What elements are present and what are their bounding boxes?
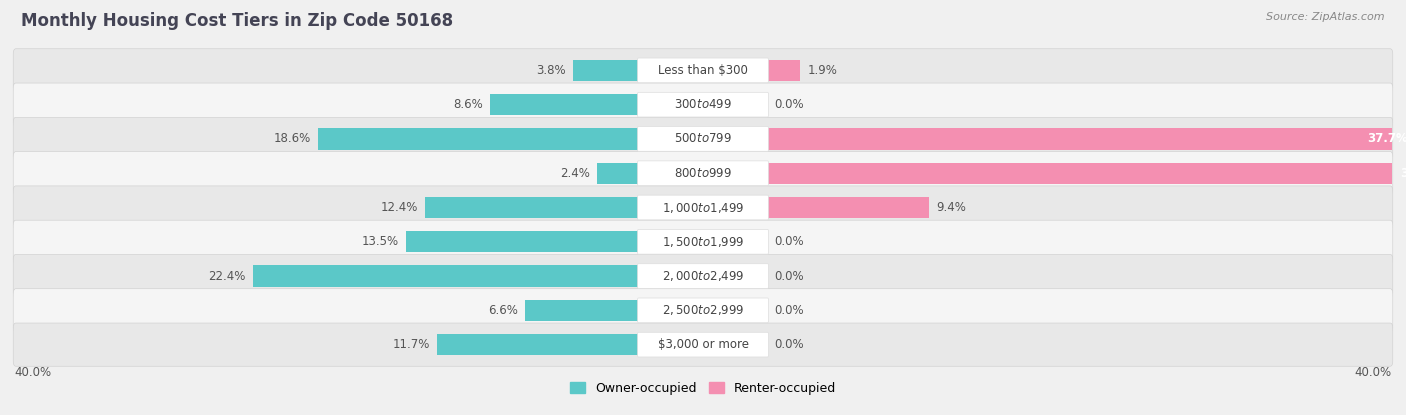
Text: 13.5%: 13.5% [361, 235, 399, 248]
Text: 40.0%: 40.0% [14, 366, 51, 379]
Text: Monthly Housing Cost Tiers in Zip Code 50168: Monthly Housing Cost Tiers in Zip Code 5… [21, 12, 453, 30]
FancyBboxPatch shape [637, 264, 769, 288]
Text: $800 to $999: $800 to $999 [673, 167, 733, 180]
FancyBboxPatch shape [637, 195, 769, 220]
Text: 39.6%: 39.6% [1400, 167, 1406, 180]
Text: 8.6%: 8.6% [454, 98, 484, 111]
Text: Source: ZipAtlas.com: Source: ZipAtlas.com [1267, 12, 1385, 22]
FancyBboxPatch shape [13, 323, 1393, 366]
FancyBboxPatch shape [637, 332, 769, 357]
Bar [425, 197, 638, 218]
Text: $500 to $799: $500 to $799 [673, 132, 733, 145]
Bar [318, 128, 638, 149]
FancyBboxPatch shape [637, 229, 769, 254]
Text: 6.6%: 6.6% [488, 304, 517, 317]
Bar [768, 197, 929, 218]
Text: $1,500 to $1,999: $1,500 to $1,999 [662, 235, 744, 249]
Text: 40.0%: 40.0% [1355, 366, 1392, 379]
FancyBboxPatch shape [13, 117, 1393, 161]
Text: 0.0%: 0.0% [775, 98, 804, 111]
Text: 0.0%: 0.0% [775, 270, 804, 283]
Text: $2,500 to $2,999: $2,500 to $2,999 [662, 303, 744, 317]
Text: 0.0%: 0.0% [775, 338, 804, 351]
FancyBboxPatch shape [13, 289, 1393, 332]
Text: 11.7%: 11.7% [392, 338, 430, 351]
Text: $300 to $499: $300 to $499 [673, 98, 733, 111]
FancyBboxPatch shape [13, 186, 1393, 229]
FancyBboxPatch shape [637, 58, 769, 83]
Text: 0.0%: 0.0% [775, 235, 804, 248]
Bar [768, 60, 800, 81]
Text: Less than $300: Less than $300 [658, 64, 748, 77]
FancyBboxPatch shape [13, 151, 1393, 195]
Text: 12.4%: 12.4% [381, 201, 418, 214]
Text: 18.6%: 18.6% [274, 132, 311, 145]
FancyBboxPatch shape [637, 161, 769, 186]
Bar [406, 231, 638, 252]
Text: 0.0%: 0.0% [775, 304, 804, 317]
Text: $3,000 or more: $3,000 or more [658, 338, 748, 351]
Bar [768, 163, 1406, 184]
Text: 37.7%: 37.7% [1368, 132, 1406, 145]
Text: 3.8%: 3.8% [537, 64, 567, 77]
FancyBboxPatch shape [637, 127, 769, 151]
Bar [768, 128, 1406, 149]
Text: 9.4%: 9.4% [936, 201, 966, 214]
Bar [437, 334, 638, 355]
Text: $2,000 to $2,499: $2,000 to $2,499 [662, 269, 744, 283]
FancyBboxPatch shape [13, 83, 1393, 126]
Legend: Owner-occupied, Renter-occupied: Owner-occupied, Renter-occupied [565, 377, 841, 400]
Bar [574, 60, 638, 81]
Bar [524, 300, 638, 321]
Text: 1.9%: 1.9% [807, 64, 837, 77]
FancyBboxPatch shape [637, 298, 769, 323]
FancyBboxPatch shape [13, 49, 1393, 92]
Bar [491, 94, 638, 115]
Bar [253, 266, 638, 287]
FancyBboxPatch shape [13, 220, 1393, 264]
Bar [598, 163, 638, 184]
Text: $1,000 to $1,499: $1,000 to $1,499 [662, 200, 744, 215]
FancyBboxPatch shape [13, 254, 1393, 298]
Text: 22.4%: 22.4% [208, 270, 246, 283]
Text: 2.4%: 2.4% [561, 167, 591, 180]
FancyBboxPatch shape [637, 92, 769, 117]
